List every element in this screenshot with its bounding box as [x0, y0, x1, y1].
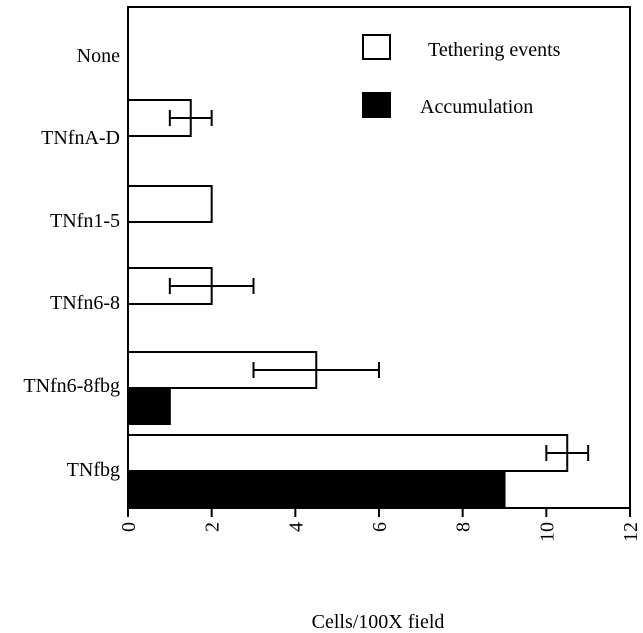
bar [127, 434, 569, 472]
bar [127, 185, 213, 223]
legend: Tethering events Accumulation [362, 34, 561, 118]
category-label: TNfbg [67, 459, 120, 481]
category-label: None [77, 45, 120, 67]
legend-swatch-tethering [362, 34, 391, 60]
bar [127, 470, 506, 508]
x-tick-label: 8 [453, 522, 475, 532]
legend-label-tethering: Tethering events [428, 39, 561, 61]
x-tick-label: 2 [202, 522, 224, 532]
x-axis: 0 2 4 6 8 10 12 [118, 508, 642, 542]
x-tick-label: 4 [285, 522, 307, 532]
x-axis-title: Cells/100X field [312, 611, 445, 633]
legend-label-accumulation: Accumulation [420, 96, 533, 118]
bar [127, 387, 171, 425]
x-tick-label: 0 [118, 522, 140, 532]
category-label: TNfn1-5 [50, 210, 120, 232]
category-label: TNfn6-8fbg [23, 375, 120, 397]
error-bars [168, 110, 590, 461]
category-label: TNfnA-D [41, 127, 120, 149]
category-labels: None TNfnA-D TNfn1-5 TNfn6-8 TNfn6-8fbg TNfbg [23, 45, 120, 481]
bars [127, 99, 569, 508]
x-tick-label: 10 [536, 522, 558, 542]
category-label: TNfn6-8 [50, 292, 120, 314]
x-tick-label: 12 [620, 522, 642, 542]
x-tick-label: 6 [369, 522, 391, 532]
plot-frame [127, 6, 631, 509]
legend-swatch-accumulation [362, 92, 391, 118]
